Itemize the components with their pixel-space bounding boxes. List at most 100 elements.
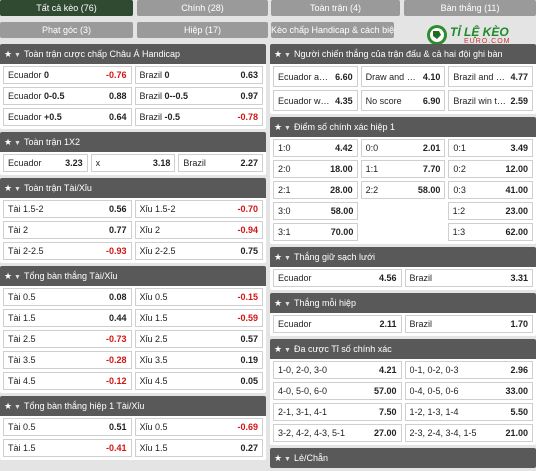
- odds-cell[interactable]: x 3.18: [90, 154, 176, 172]
- favorite-star-icon[interactable]: ★: [274, 252, 283, 262]
- tab-1[interactable]: Chính (28): [137, 0, 268, 16]
- collapse-chevron-icon[interactable]: ▼: [284, 456, 291, 463]
- odds-cell[interactable]: 2:1 28.00: [273, 181, 358, 199]
- favorite-star-icon[interactable]: ★: [274, 453, 283, 463]
- section-header[interactable]: ★ ▼ Thắng giữ sạch lưới: [270, 247, 536, 267]
- odds-cell[interactable]: Brazil 3.31: [404, 269, 533, 287]
- favorite-star-icon[interactable]: ★: [4, 137, 13, 147]
- favorite-star-icon[interactable]: ★: [274, 122, 283, 132]
- odds-cell[interactable]: Brazil win to nil 2.59: [448, 90, 534, 111]
- odds-cell[interactable]: 3:1 70.00: [273, 223, 359, 241]
- odds-cell[interactable]: Ecuador 0-0.5 0.88: [3, 87, 132, 105]
- section-header[interactable]: ★ ▼ Lẻ/Chẵn: [270, 448, 536, 468]
- collapse-chevron-icon[interactable]: ▼: [14, 186, 21, 193]
- odds-cell[interactable]: 4-0, 5-0, 6-0 57.00: [273, 382, 402, 400]
- odds-cell[interactable]: Tài 1.5 0.44: [3, 309, 132, 327]
- favorite-star-icon[interactable]: ★: [4, 49, 13, 59]
- odds-cell[interactable]: Brazil 2.27: [178, 154, 264, 172]
- section-header[interactable]: ★ ▼ Điểm số chính xác hiệp 1: [270, 117, 536, 137]
- odds-cell[interactable]: Draw and bot...4.10: [360, 66, 446, 87]
- odds-cell[interactable]: 1-2, 1-3, 1-4 5.50: [404, 403, 533, 421]
- odds-cell[interactable]: 0:1 3.49: [448, 139, 534, 157]
- odds-cell[interactable]: Brazil -0.5 -0.78: [134, 108, 263, 126]
- odds-cell[interactable]: Tài 3.5 -0.28: [3, 351, 132, 369]
- odds-cell[interactable]: 2-1, 3-1, 4-1 7.50: [273, 403, 402, 421]
- odds-cell[interactable]: Tài 1.5 -0.41: [3, 439, 132, 457]
- collapse-chevron-icon[interactable]: ▼: [284, 52, 291, 59]
- odds-cell[interactable]: Tài 4.5 -0.12: [3, 372, 132, 390]
- section-header[interactable]: ★ ▼ Toàn trận 1X2: [0, 132, 266, 152]
- favorite-star-icon[interactable]: ★: [274, 344, 283, 354]
- odds-cell[interactable]: Xỉu 1.5 0.27: [134, 439, 263, 457]
- tab-5[interactable]: Hiệp (17): [137, 22, 268, 38]
- odds-cell[interactable]: 3:0 58.00: [273, 202, 359, 220]
- odds-cell[interactable]: Xỉu 4.5 0.05: [134, 372, 263, 390]
- section-header[interactable]: ★ ▼ Thắng mỗi hiệp: [270, 293, 536, 313]
- odds-cell[interactable]: Tài 2-2.5 -0.93: [3, 242, 132, 260]
- odds-cell[interactable]: Tài 2.5 -0.73: [3, 330, 132, 348]
- collapse-chevron-icon[interactable]: ▼: [284, 125, 291, 132]
- odds-cell[interactable]: Ecuador 4.56: [273, 269, 402, 287]
- tab-3[interactable]: Bàn thắng (11): [404, 0, 536, 16]
- section-header[interactable]: ★ ▼ Đa cược Tỉ số chính xác: [270, 339, 536, 359]
- collapse-chevron-icon[interactable]: ▼: [14, 404, 21, 411]
- section-header[interactable]: ★ ▼ Toàn trận cược chấp Châu Á Handicap: [0, 44, 266, 64]
- odds-cell[interactable]: 2:2 58.00: [360, 181, 446, 199]
- odds-cell[interactable]: 1:2 23.00: [447, 202, 533, 220]
- collapse-chevron-icon[interactable]: ▼: [14, 140, 21, 147]
- odds-cell[interactable]: Xỉu 2.5 0.57: [134, 330, 263, 348]
- odds-cell[interactable]: Ecuador and ... 6.60: [273, 66, 358, 87]
- odds-cell[interactable]: Brazil and bot... 4.77: [448, 66, 534, 87]
- odds-cell[interactable]: Xỉu 2 -0.94: [134, 221, 263, 239]
- favorite-star-icon[interactable]: ★: [4, 401, 13, 411]
- odds-cell[interactable]: Ecuador win t... 4.35: [273, 90, 358, 111]
- odds-cell[interactable]: 0-4, 0-5, 0-6 33.00: [404, 382, 533, 400]
- section-header[interactable]: ★ ▼ Tổng bàn thắng hiệp 1 Tài/Xỉu: [0, 396, 266, 416]
- collapse-chevron-icon[interactable]: ▼: [284, 347, 291, 354]
- tab-2[interactable]: Toàn trận (4): [271, 0, 400, 16]
- odds-cell[interactable]: 1:1 7.70: [360, 160, 446, 178]
- odds-cell[interactable]: Ecuador +0.5 0.64: [3, 108, 132, 126]
- odds-cell[interactable]: Brazil 0 0.63: [134, 66, 263, 84]
- favorite-star-icon[interactable]: ★: [4, 271, 13, 281]
- odds-cell[interactable]: Ecuador 3.23: [3, 154, 88, 172]
- section-header[interactable]: ★ ▼ Tổng bàn thắng Tài/Xỉu: [0, 266, 266, 286]
- odds-cell[interactable]: Xỉu 1.5-2 -0.70: [134, 200, 263, 218]
- section-header[interactable]: ★ ▼ Người chiến thắng của trận đấu & cả ha…: [270, 44, 536, 64]
- odds-cell[interactable]: Tài 2 0.77: [3, 221, 132, 239]
- collapse-chevron-icon[interactable]: ▼: [284, 301, 291, 308]
- favorite-star-icon[interactable]: ★: [274, 49, 283, 59]
- collapse-chevron-icon[interactable]: ▼: [14, 52, 21, 59]
- tab-6[interactable]: Kèo chấp Handicap & cách biệt (3): [271, 22, 394, 38]
- odds-cell[interactable]: Xỉu 2-2.5 0.75: [134, 242, 263, 260]
- odds-cell[interactable]: Tài 0.5 0.51: [3, 418, 132, 436]
- odds-cell[interactable]: 1-0, 2-0, 3-0 4.21: [273, 361, 402, 379]
- odds-cell[interactable]: 1:3 62.00: [447, 223, 533, 241]
- odds-cell[interactable]: 0:2 12.00: [448, 160, 534, 178]
- odds-cell[interactable]: 1:0 4.42: [273, 139, 358, 157]
- odds-cell[interactable]: Tài 0.5 0.08: [3, 288, 132, 306]
- odds-cell[interactable]: Ecuador 2.11: [273, 315, 402, 333]
- odds-cell[interactable]: 3-2, 4-2, 4-3, 5-1 27.00: [273, 424, 402, 442]
- collapse-chevron-icon[interactable]: ▼: [284, 255, 291, 262]
- odds-cell[interactable]: Xỉu 3.5 0.19: [134, 351, 263, 369]
- odds-cell[interactable]: Ecuador 0 -0.76: [3, 66, 132, 84]
- odds-cell[interactable]: Brazil 0--0.5 0.97: [134, 87, 263, 105]
- favorite-star-icon[interactable]: ★: [274, 298, 283, 308]
- odds-cell[interactable]: No score 6.90: [360, 90, 446, 111]
- odds-cell[interactable]: 0:3 41.00: [448, 181, 534, 199]
- odds-cell[interactable]: Xỉu 1.5 -0.59: [134, 309, 263, 327]
- tab-0[interactable]: Tất cả kèo (76): [0, 0, 133, 16]
- odds-cell[interactable]: Xỉu 0.5 -0.69: [134, 418, 263, 436]
- odds-cell[interactable]: 0:0 2.01: [360, 139, 446, 157]
- odds-cell[interactable]: Tài 1.5-2 0.56: [3, 200, 132, 218]
- tab-4[interactable]: Phạt góc (3): [0, 22, 133, 38]
- odds-cell[interactable]: 2-3, 2-4, 3-4, 1-5 21.00: [404, 424, 533, 442]
- odds-cell[interactable]: 0-1, 0-2, 0-3 2.96: [404, 361, 533, 379]
- odds-cell[interactable]: Xỉu 0.5 -0.15: [134, 288, 263, 306]
- collapse-chevron-icon[interactable]: ▼: [14, 274, 21, 281]
- section-header[interactable]: ★ ▼ Toàn trận Tài/Xỉu: [0, 178, 266, 198]
- odds-cell[interactable]: Brazil 1.70: [404, 315, 533, 333]
- favorite-star-icon[interactable]: ★: [4, 183, 13, 193]
- odds-cell[interactable]: 2:0 18.00: [273, 160, 358, 178]
